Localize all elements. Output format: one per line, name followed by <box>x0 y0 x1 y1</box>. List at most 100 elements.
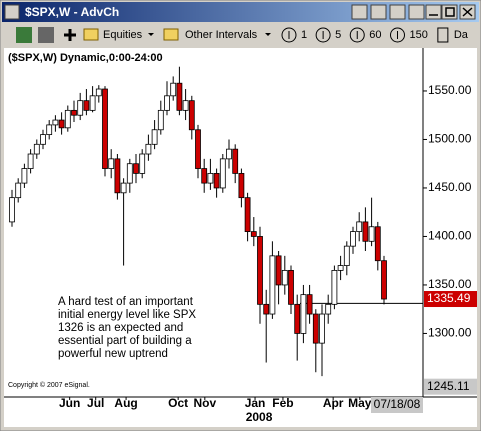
candle-body <box>182 100 189 111</box>
link-button[interactable] <box>370 4 387 20</box>
candle-body <box>238 173 245 199</box>
candle-body <box>288 269 294 305</box>
candle-body <box>102 88 108 169</box>
annotation-line: initial energy level like SPX <box>58 309 196 321</box>
candle-body <box>201 168 208 184</box>
minimize-button[interactable] <box>425 4 442 20</box>
button-glyphs <box>429 7 473 17</box>
candle-body <box>337 265 344 271</box>
candle-body <box>89 95 96 111</box>
app-icon <box>4 4 20 20</box>
chain-icon[interactable] <box>16 27 32 43</box>
folder-icon[interactable] <box>163 28 179 41</box>
candle-body <box>64 109 71 129</box>
x-tick-label: Jan <box>245 396 266 410</box>
candle-body <box>281 269 288 286</box>
x-tick-label: Feb <box>272 396 293 410</box>
y-tick-label: 1350.00 <box>428 277 472 291</box>
y-tick-label: 1400.00 <box>428 229 472 243</box>
interval-label[interactable]: 1 <box>301 29 307 41</box>
candle-body <box>139 153 146 174</box>
candle-body <box>319 313 325 344</box>
candle-body <box>343 245 350 266</box>
x-tick-label: Jun <box>59 396 80 410</box>
y-tick-label: 1500.00 <box>428 132 472 146</box>
candle-body <box>362 221 369 242</box>
last-price-label: 1335.49 <box>427 291 471 305</box>
candle-body <box>331 269 338 305</box>
candle-body <box>275 255 282 286</box>
candle-body <box>95 88 102 97</box>
candle-body <box>145 143 152 155</box>
x-tick-label: Jul <box>87 396 104 410</box>
interval-button[interactable] <box>281 27 297 43</box>
interval-button[interactable] <box>315 27 331 43</box>
chart-title: ($SPX,W) Dynamic,0:00-24:00 <box>8 52 163 64</box>
interval-label[interactable]: 60 <box>369 29 381 41</box>
candle-body <box>325 303 332 315</box>
candle-body <box>176 82 183 111</box>
annotation-line: essential part of building a <box>58 335 192 347</box>
x-tick-label: Oct <box>168 396 188 410</box>
tile-button[interactable] <box>389 4 406 20</box>
candle-body <box>77 100 84 116</box>
candle-body <box>381 260 387 300</box>
window-title: $SPX,W - AdvCh <box>25 5 119 19</box>
price-axis <box>423 48 477 397</box>
annotation-line: 1326 is an expected and <box>58 322 183 334</box>
interval-label[interactable]: 5 <box>335 29 341 41</box>
candle-body <box>133 163 139 174</box>
candle-body <box>250 231 257 237</box>
last-price-box <box>424 291 477 308</box>
axis-low-box <box>424 378 477 395</box>
pin-button[interactable] <box>351 4 368 20</box>
candle-body <box>58 119 65 129</box>
y-tick-label: 1450.00 <box>428 180 472 194</box>
candle-body <box>368 226 375 242</box>
candle-body <box>269 255 276 315</box>
interval-button[interactable] <box>437 27 449 43</box>
interval-label[interactable]: Da <box>454 29 469 41</box>
candle-body <box>33 143 40 155</box>
settings-icon[interactable] <box>38 27 54 43</box>
candle-body <box>52 119 59 126</box>
axis-low-label: 1245.11 <box>427 379 470 393</box>
x-tick-label: Nov <box>193 396 216 410</box>
candle-body <box>21 168 28 184</box>
candle-body <box>9 197 15 223</box>
intervals-menu[interactable]: Other Intervals <box>185 29 258 41</box>
candle-body <box>300 294 307 334</box>
candle-body <box>83 100 90 111</box>
equities-menu[interactable]: Equities <box>103 29 143 41</box>
candle-body <box>126 163 133 184</box>
candle-body <box>164 95 170 111</box>
date-label: 07/18/08 <box>374 397 421 411</box>
interval-button[interactable] <box>390 27 405 43</box>
toolbar: Equities Other Intervals <box>16 27 271 43</box>
cascade-button[interactable] <box>408 4 425 20</box>
candle-body <box>263 303 270 315</box>
candle-body <box>232 148 239 174</box>
interval-button[interactable] <box>349 27 365 43</box>
x-tick-label: Aug <box>114 396 137 410</box>
interval-label[interactable]: 150 <box>410 29 428 41</box>
candle-body <box>312 313 319 344</box>
add-icon[interactable] <box>64 29 76 41</box>
candle-body <box>46 124 53 136</box>
candle-body <box>257 236 263 305</box>
y-tick-label: 1300.00 <box>428 326 472 340</box>
candle-body <box>114 158 121 194</box>
annotation-line: powerful new uptrend <box>58 348 168 360</box>
year-label: 2008 <box>246 410 273 424</box>
candle-body <box>350 231 356 247</box>
copyright: Copyright © 2007 eSignal. <box>8 381 90 389</box>
candle-body <box>71 109 77 116</box>
candle-body <box>213 173 220 189</box>
folder-icon[interactable] <box>83 28 99 41</box>
x-tick-label: May <box>348 396 372 410</box>
dropdown-arrow <box>265 33 271 36</box>
title-buttons[interactable] <box>351 4 476 20</box>
candle-body <box>219 158 226 189</box>
candle-body <box>170 82 177 97</box>
